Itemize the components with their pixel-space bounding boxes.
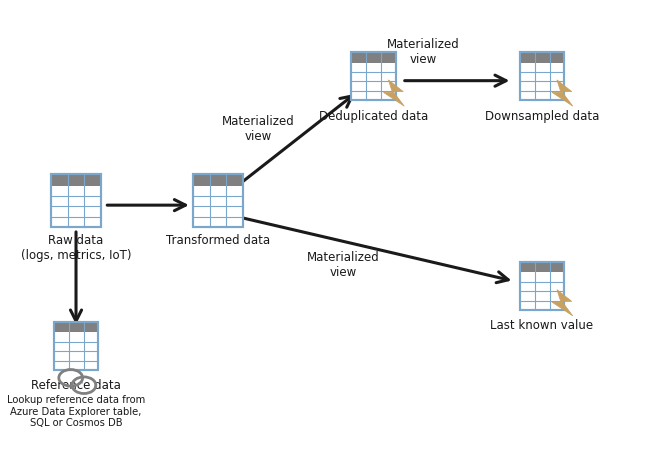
- Bar: [520, 52, 564, 63]
- Text: Deduplicated data: Deduplicated data: [319, 110, 428, 123]
- Bar: [520, 52, 564, 100]
- Text: Downsampled data: Downsampled data: [485, 110, 600, 123]
- Bar: [351, 52, 396, 63]
- Bar: [52, 174, 101, 227]
- Text: Materialized
view: Materialized view: [307, 251, 380, 279]
- Bar: [351, 52, 396, 100]
- Text: Last known value: Last known value: [490, 319, 594, 332]
- Bar: [520, 262, 564, 272]
- Bar: [520, 52, 564, 100]
- Text: Lookup reference data from
Azure Data Explorer table,
SQL or Cosmos DB: Lookup reference data from Azure Data Ex…: [7, 395, 145, 428]
- Bar: [520, 262, 564, 310]
- Bar: [520, 262, 564, 310]
- Bar: [54, 322, 98, 370]
- Bar: [194, 174, 243, 227]
- Polygon shape: [552, 80, 573, 106]
- Text: Materialized
view: Materialized view: [387, 38, 459, 66]
- Bar: [54, 322, 98, 332]
- Bar: [194, 174, 243, 186]
- Text: Materialized
view: Materialized view: [221, 115, 294, 143]
- Text: Raw data
(logs, metrics, IoT): Raw data (logs, metrics, IoT): [20, 234, 132, 262]
- Polygon shape: [552, 290, 573, 316]
- Bar: [52, 174, 101, 227]
- Bar: [351, 52, 396, 100]
- Text: Transformed data: Transformed data: [166, 234, 270, 247]
- Bar: [194, 174, 243, 227]
- Bar: [52, 174, 101, 186]
- Bar: [54, 322, 98, 370]
- Polygon shape: [383, 80, 405, 106]
- Text: Reference data: Reference data: [31, 379, 121, 392]
